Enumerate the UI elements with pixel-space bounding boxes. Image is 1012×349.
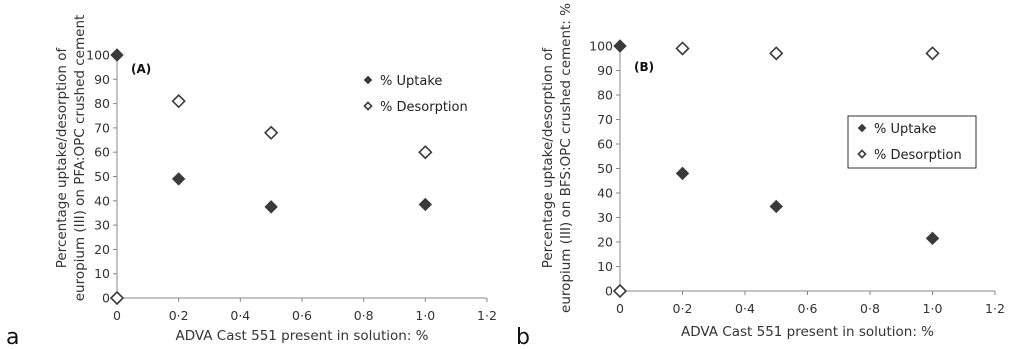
y-axis-label-line-2: europium (III) on PFA:OPC crushed cement — [72, 15, 88, 302]
desorption-point — [264, 125, 279, 140]
y-tick-label: 10 — [597, 259, 613, 274]
x-tick-label: 1·0 — [923, 301, 943, 316]
y-tick-label: 80 — [94, 96, 110, 111]
y-tick-label: 0 — [605, 284, 613, 299]
uptake-point — [418, 197, 433, 212]
panel-tag: (A) — [131, 62, 151, 76]
chart-panel-a: a Percentage uptake/desorption of europi… — [6, 15, 497, 349]
uptake-point — [264, 200, 278, 214]
desorption-point — [171, 94, 186, 109]
y-tick-label: 100 — [86, 48, 110, 63]
x-tick-label: 0·8 — [354, 308, 374, 323]
uptake-point — [171, 172, 186, 186]
legend-entry-label: % Uptake — [874, 122, 936, 137]
legend-uptake-marker — [363, 75, 373, 85]
y-tick-label: 50 — [597, 161, 613, 176]
desorption-point — [612, 283, 628, 299]
legend-entry-label: % Desorption — [380, 100, 468, 115]
uptake-point — [675, 166, 690, 181]
desorption-point — [675, 41, 690, 56]
uptake-point — [925, 231, 940, 246]
x-tick-label: 0·6 — [798, 301, 818, 316]
y-tick-label: 20 — [597, 235, 613, 250]
uptake-point — [613, 39, 627, 53]
x-tick-label: 0·4 — [230, 308, 250, 323]
legend-entry-label: % Uptake — [380, 74, 442, 89]
legend-desorption-marker — [857, 149, 867, 159]
y-axis-label-line-2: europium (III) on BFS:OPC crushed cement… — [558, 3, 574, 313]
figure-letter-b: b — [516, 325, 530, 349]
x-tick-label: 0 — [616, 301, 624, 316]
desorption-point — [925, 46, 940, 61]
desorption-point — [109, 290, 125, 306]
x-tick-label: 0·4 — [735, 301, 755, 316]
legend-box — [847, 115, 977, 169]
y-tick-label: 90 — [597, 63, 613, 78]
y-tick-label: 10 — [94, 266, 110, 281]
uptake-point — [110, 48, 124, 62]
x-tick-label: 1·2 — [477, 308, 497, 323]
legend-entry-label: % Desorption — [874, 148, 962, 163]
x-tick-label: 0·2 — [169, 308, 189, 323]
y-axis-label-line-1: Percentage uptake/desorption of — [54, 46, 70, 268]
legend-uptake-marker — [857, 123, 867, 133]
y-tick-label: 80 — [597, 88, 613, 103]
y-tick-label: 30 — [94, 218, 110, 233]
y-tick-label: 0 — [102, 291, 110, 306]
panel-tag: (B) — [634, 60, 654, 74]
y-tick-label: 70 — [94, 120, 110, 135]
x-tick-label: 0·8 — [860, 301, 880, 316]
y-tick-label: 50 — [94, 169, 110, 184]
uptake-point — [769, 199, 783, 214]
x-tick-label: 1·2 — [985, 301, 1005, 316]
desorption-point — [769, 46, 784, 61]
x-axis-label: ADVA Cast 551 present in solution: % — [681, 324, 934, 340]
x-tick-label: 0·6 — [292, 308, 312, 323]
legend-desorption-marker — [363, 101, 373, 111]
y-tick-label: 60 — [597, 137, 613, 152]
y-tick-label: 40 — [597, 186, 613, 201]
x-tick-label: 1·0 — [415, 308, 435, 323]
y-tick-label: 30 — [597, 210, 613, 225]
y-tick-label: 40 — [94, 193, 110, 208]
x-tick-label: 0·2 — [673, 301, 693, 316]
figure-letter-a: a — [6, 325, 19, 349]
y-tick-label: 90 — [94, 72, 110, 87]
y-axis-label-line-1: Percentage uptake/desorption of — [540, 46, 556, 268]
x-tick-label: 0 — [113, 308, 121, 323]
y-tick-label: 60 — [94, 145, 110, 160]
y-tick-label: 70 — [597, 112, 613, 127]
chart-panel-b: b Percentage uptake/desorption of europi… — [516, 3, 1005, 349]
y-tick-label: 100 — [589, 39, 613, 54]
y-tick-label: 20 — [94, 242, 110, 257]
x-axis-label: ADVA Cast 551 present in solution: % — [176, 328, 429, 344]
desorption-point — [418, 145, 433, 160]
